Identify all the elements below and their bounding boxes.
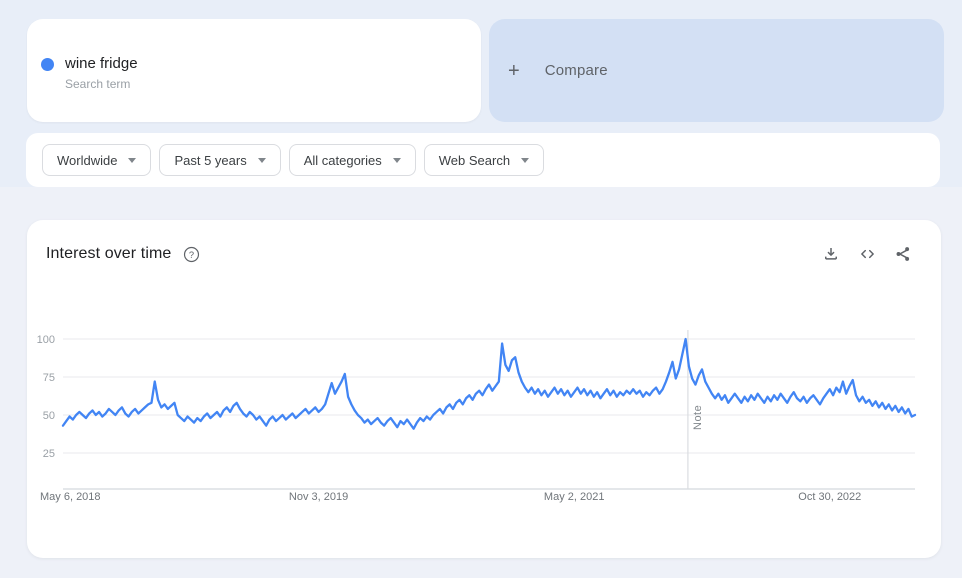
search-type-label: Web Search: [438, 152, 511, 168]
help-icon[interactable]: ?: [181, 244, 201, 264]
chart-title: Interest over time: [46, 245, 172, 262]
time-range-label: Past 5 years: [174, 152, 247, 168]
geo-filter-dropdown[interactable]: Worldwide: [42, 144, 152, 176]
download-icon[interactable]: [821, 244, 841, 264]
chevron-down-icon: [521, 157, 530, 163]
category-filter-label: All categories: [303, 152, 382, 168]
note-marker-label[interactable]: Note: [692, 405, 704, 430]
x-tick-label: Nov 3, 2019: [289, 491, 348, 503]
y-tick-label: 25: [43, 448, 55, 460]
x-tick-label: Oct 30, 2022: [798, 491, 861, 503]
filter-bar: Worldwide Past 5 years All categories We…: [26, 133, 940, 187]
geo-filter-label: Worldwide: [57, 152, 118, 168]
search-term-card[interactable]: wine fridge Search term: [27, 19, 481, 122]
trend-line-series: [61, 337, 917, 430]
interest-over-time-card: Interest over time ? 25 50 75 100 Note May 6,: [27, 220, 941, 558]
interest-over-time-chart: 25 50 75 100 Note May 6, 2018 Nov 3, 2019 May 2…: [37, 330, 917, 503]
y-tick-label: 50: [43, 410, 55, 422]
compare-add-button[interactable]: + Compare: [489, 19, 944, 122]
search-term-type: Search term: [65, 77, 131, 91]
search-term-label: wine fridge: [65, 55, 138, 72]
svg-text:?: ?: [189, 249, 194, 259]
embed-code-icon[interactable]: [857, 244, 877, 264]
plus-icon: +: [508, 59, 520, 82]
search-type-dropdown[interactable]: Web Search: [423, 144, 545, 176]
chevron-down-icon: [128, 157, 137, 163]
share-icon[interactable]: [893, 244, 913, 264]
series-color-dot: [41, 58, 54, 71]
category-filter-dropdown[interactable]: All categories: [288, 144, 416, 176]
compare-label: Compare: [544, 62, 608, 79]
y-tick-label: 100: [37, 334, 55, 346]
chevron-down-icon: [392, 157, 401, 163]
y-tick-label: 75: [43, 372, 55, 384]
chevron-down-icon: [257, 157, 266, 163]
time-range-dropdown[interactable]: Past 5 years: [159, 144, 281, 176]
x-tick-label: May 6, 2018: [40, 491, 101, 503]
x-tick-label: May 2, 2021: [544, 491, 605, 503]
